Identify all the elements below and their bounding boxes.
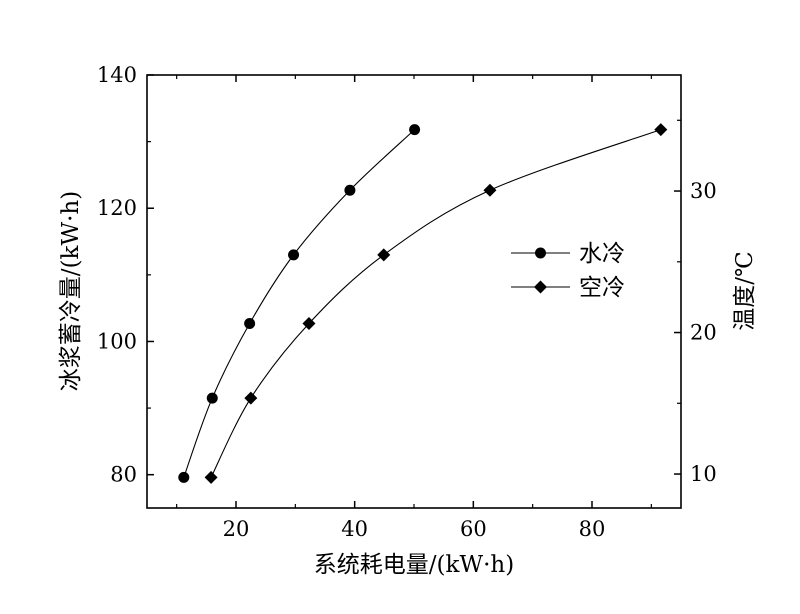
data-point [288,249,300,261]
data-point [204,470,218,484]
y2-tick-label: 10 [690,462,717,486]
y-tick-label: 140 [97,63,137,87]
data-point [654,123,668,137]
data-point [483,183,497,197]
x-tick-label: 40 [341,517,368,541]
data-point [409,124,421,136]
legend-label: 空冷 [579,275,625,301]
data-point [244,391,258,405]
y2-tick-label: 20 [690,321,717,345]
series-line [183,129,415,478]
y2-tick-label: 30 [690,179,717,203]
data-point [302,316,316,330]
y-tick-label: 120 [97,196,137,220]
series-water-cooled [178,124,421,483]
series-air-cooled [204,123,668,484]
legend-circle-marker [535,247,546,259]
legend-label: 水冷 [579,241,625,267]
x-axis-title: 系统耗电量/(kW·h) [314,552,514,578]
data-point [244,317,256,329]
data-point [344,184,356,196]
series-line [210,129,662,478]
legend-diamond-marker [534,280,547,294]
y2-axis-title: 温度/℃ [732,251,758,330]
y-tick-label: 80 [110,463,137,487]
data-point [206,392,218,404]
x-tick-label: 80 [579,517,606,541]
series-layer [178,123,668,484]
x-tick-label: 20 [223,517,250,541]
data-point [178,471,190,483]
y-tick-label: 100 [97,329,137,353]
x-tick-label: 60 [460,517,487,541]
axis-ticks: 20 40 60 80 80 100 120 140 10 20 30 [97,63,717,541]
y-axis-title: 冰浆蓄冷量/(kW·h) [58,191,84,391]
data-point [377,248,391,262]
